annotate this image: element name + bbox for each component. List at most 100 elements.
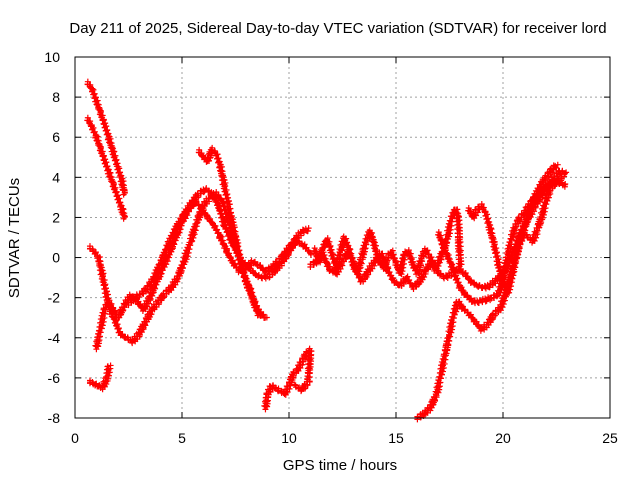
series-track-h: [261, 345, 315, 413]
data-point: [421, 267, 428, 274]
data-point: [257, 312, 264, 319]
y-tick-label: -2: [48, 290, 61, 306]
y-tick-label: 8: [52, 89, 60, 105]
data-point: [158, 260, 165, 267]
data-point: [226, 254, 233, 261]
y-axis-ticks: -8 -6 -4 -2 0 2 4 6 8 10: [44, 49, 60, 426]
y-tick-label: 10: [44, 49, 60, 65]
data-point: [452, 208, 459, 215]
data-point: [527, 211, 534, 218]
data-point: [303, 244, 310, 251]
data-point: [443, 350, 450, 357]
data-point: [425, 251, 432, 258]
y-tick-label: 2: [52, 209, 60, 225]
data-point: [477, 327, 484, 334]
data-point: [489, 311, 496, 318]
data-point: [234, 248, 241, 255]
data-point: [264, 398, 271, 405]
y-axis-title: SDTVAR / TECUs: [6, 178, 23, 298]
x-axis-title: GPS time / hours: [283, 457, 397, 474]
data-point: [198, 211, 205, 218]
data-point: [216, 207, 223, 214]
data-point: [231, 224, 238, 231]
data-point: [146, 293, 153, 300]
data-point: [328, 246, 335, 253]
data-point: [400, 264, 407, 271]
data-point: [121, 189, 128, 196]
data-point: [91, 95, 98, 102]
series-track-a: [84, 78, 128, 198]
series-track-b: [84, 114, 128, 222]
data-point: [261, 314, 268, 321]
series-track-g: [195, 144, 264, 319]
data-point: [304, 227, 311, 234]
data-point: [247, 290, 254, 297]
data-point: [361, 245, 368, 252]
data-point: [228, 215, 235, 222]
data-point: [229, 227, 236, 234]
data-point: [341, 236, 348, 243]
data-point: [121, 213, 128, 220]
data-point: [394, 281, 401, 288]
x-tick-label: 10: [281, 430, 297, 446]
data-point: [121, 333, 128, 340]
data-point: [89, 379, 96, 386]
data-point: [563, 169, 570, 176]
data-point: [464, 275, 471, 282]
data-point: [95, 105, 102, 112]
data-point: [162, 252, 169, 259]
data-point: [358, 260, 365, 267]
series-track-e: [86, 362, 114, 393]
x-tick-label: 25: [602, 430, 618, 446]
data-point: [230, 219, 237, 226]
data-point: [305, 225, 312, 232]
data-point: [219, 222, 226, 229]
data-point: [262, 266, 269, 273]
data-point: [95, 141, 102, 148]
data-point: [372, 248, 379, 255]
data-point: [306, 249, 313, 256]
data-point: [278, 259, 285, 266]
data-point: [99, 117, 106, 124]
series-track-d: [92, 198, 314, 353]
y-tick-label: 0: [52, 250, 60, 266]
data-point: [118, 209, 125, 216]
x-tick-label: 0: [71, 430, 79, 446]
data-point: [415, 270, 422, 277]
data-point: [99, 153, 106, 160]
data-point: [208, 147, 215, 154]
x-tick-label: 5: [178, 430, 186, 446]
plot-series: [84, 78, 570, 423]
data-point: [114, 166, 121, 173]
data-point: [95, 338, 102, 345]
y-tick-label: 4: [52, 169, 60, 185]
data-point: [407, 255, 414, 262]
data-point: [293, 384, 300, 391]
data-point: [104, 363, 111, 370]
x-tick-label: 15: [388, 430, 404, 446]
data-point: [446, 230, 453, 237]
data-point: [100, 318, 107, 325]
data-point: [225, 206, 232, 213]
data-point: [197, 212, 204, 219]
data-point: [118, 181, 125, 188]
x-tick-label: 20: [495, 430, 511, 446]
y-tick-label: -4: [48, 330, 61, 346]
data-point: [95, 343, 102, 350]
y-tick-label: -8: [48, 410, 61, 426]
data-point: [114, 196, 121, 203]
chart-title: Day 211 of 2025, Sidereal Day-to-day VTE…: [69, 20, 606, 37]
data-point: [352, 268, 359, 275]
data-point: [405, 247, 412, 254]
data-point: [435, 389, 442, 396]
x-axis-ticks: 0 5 10 15 20 25: [71, 430, 618, 446]
y-tick-label: -6: [48, 370, 61, 386]
data-point: [526, 212, 533, 219]
data-point: [552, 162, 559, 169]
data-point: [92, 249, 99, 256]
data-point: [437, 271, 444, 278]
data-point: [107, 362, 114, 369]
data-point: [96, 262, 103, 269]
